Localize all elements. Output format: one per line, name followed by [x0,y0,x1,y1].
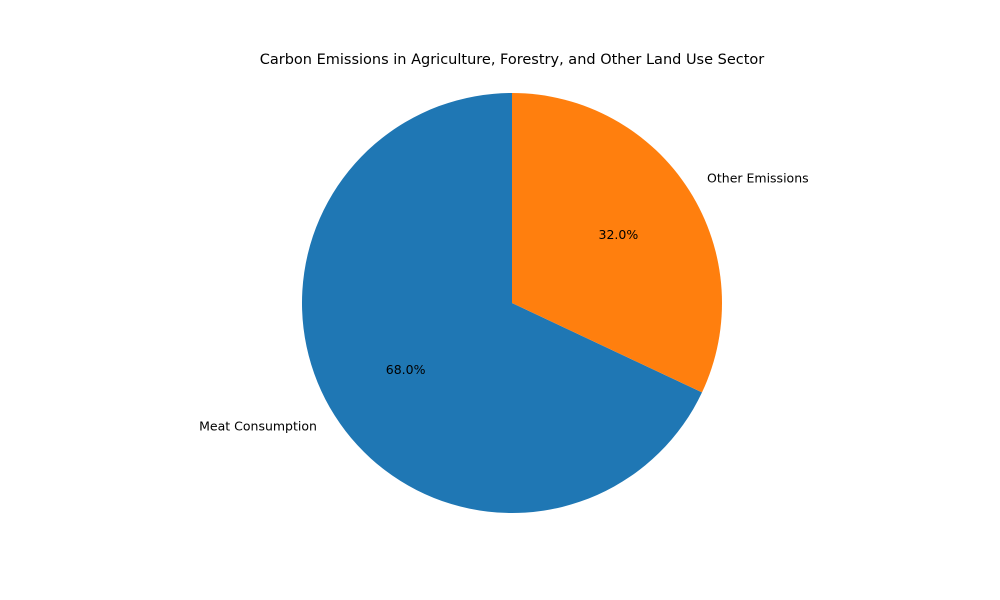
pie-slice-meat-consumption [301,93,703,513]
pie-slice-other-emissions [512,93,722,393]
pie-slices [301,93,722,513]
chart-title: Carbon Emissions in Agriculture, Forestr… [260,52,765,68]
pie-labels: Meat Consumption 68.0% Other Emissions 32.0… [199,171,808,434]
slice-percent-label: 68.0% [386,362,426,377]
slice-percent-label: 32.0% [599,227,639,242]
slice-label: Meat Consumption [199,418,317,433]
slice-label: Other Emissions [707,171,809,186]
